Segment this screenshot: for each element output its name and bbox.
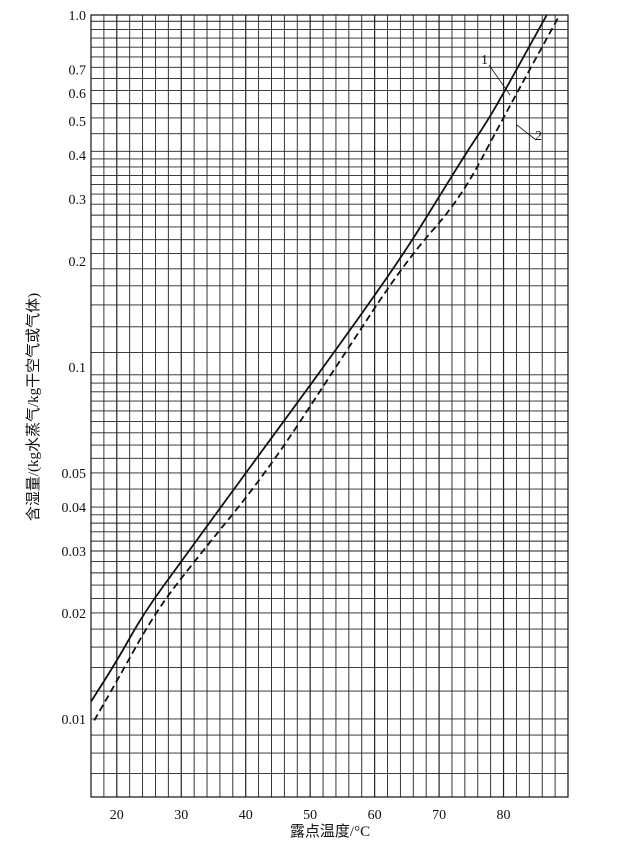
y-tick-label: 0.05 <box>62 467 87 482</box>
annotations: 12 <box>481 53 542 144</box>
y-tick-label: 0.2 <box>69 255 87 270</box>
series-line-1 <box>90 14 548 703</box>
x-tick-label: 40 <box>239 808 253 823</box>
y-tick-label: 0.02 <box>62 607 87 622</box>
y-tick-label: 0.1 <box>69 361 87 376</box>
y-tick-label: 0.7 <box>69 64 87 79</box>
y-tick-label: 0.03 <box>62 545 87 560</box>
x-tick-label: 20 <box>110 808 124 823</box>
annotation-leader-2 <box>516 124 537 141</box>
y-tick-label: 1.0 <box>69 9 87 24</box>
x-tick-label: 30 <box>174 808 188 823</box>
tick-labels: 20 30 40 50 60 70 80 1.0 0.7 0.6 0.5 0.4 0.3 0.2 0.1 0.… <box>62 9 511 823</box>
y-tick-label: 0.04 <box>62 501 87 516</box>
annotation-leader-1 <box>488 64 511 96</box>
annotation-label-1: 1 <box>481 53 488 68</box>
y-tick-label: 0.01 <box>62 713 87 728</box>
y-tick-label: 0.3 <box>69 193 87 208</box>
x-tick-label: 60 <box>368 808 382 823</box>
y-tick-label: 0.4 <box>69 149 87 164</box>
annotation-label-2: 2 <box>535 129 542 144</box>
series-layer <box>90 14 561 721</box>
y-tick-label: 0.6 <box>69 87 87 102</box>
x-tick-label: 50 <box>303 808 317 823</box>
series-line-2 <box>93 14 561 721</box>
x-tick-label: 70 <box>432 808 446 823</box>
plot-frame <box>90 14 569 798</box>
x-axis-label: 露点温度/°C <box>290 823 370 840</box>
y-axis-label: 含湿量/(kg水蒸气/kg干空气或气体) <box>25 293 42 521</box>
y-tick-label: 0.5 <box>69 115 87 130</box>
x-tick-label: 80 <box>497 808 511 823</box>
grid <box>91 15 568 797</box>
